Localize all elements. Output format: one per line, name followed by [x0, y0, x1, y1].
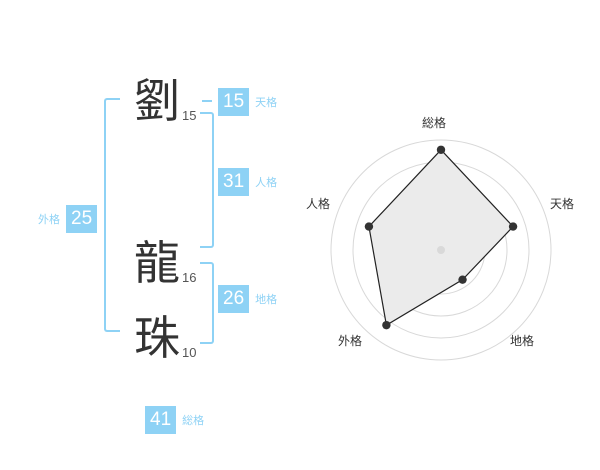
- radar-svg: [330, 139, 552, 361]
- badge-gaikaku-caption: 外格: [38, 213, 60, 226]
- radar-axis-label-chikaku: 地格: [510, 334, 535, 348]
- radar-point-2: [458, 275, 467, 284]
- badge-tenkaku-value: 15: [218, 88, 250, 116]
- name-character-3: 珠: [134, 311, 180, 365]
- badge-gaikaku-value: 25: [66, 205, 98, 233]
- stroke-count-3: 10: [182, 345, 197, 360]
- chikaku-bracket: [200, 262, 214, 344]
- radar-point-3: [382, 320, 391, 330]
- badge-jinkaku-caption: 人格: [255, 176, 278, 189]
- badge-tenkaku: 15 天格: [218, 88, 277, 116]
- stroke-count-1: 15: [182, 108, 197, 123]
- radar-area: [368, 149, 514, 326]
- radar-center-dot: [437, 246, 445, 254]
- radar-point-4: [364, 222, 374, 231]
- badge-soukaku-value: 41: [145, 406, 177, 434]
- badge-jinkaku-value: 31: [218, 168, 250, 196]
- tenkaku-tick: [202, 100, 212, 102]
- radar-outline: [368, 149, 514, 327]
- gaikaku-bracket: [104, 98, 120, 332]
- radar-axis-label-jinkaku: 人格: [306, 197, 331, 211]
- jinkaku-bracket: [200, 112, 214, 248]
- badge-chikaku-caption: 地格: [255, 293, 278, 306]
- radar-axis-label-gaikaku: 外格: [338, 334, 363, 348]
- badge-gaikaku: 外格 25: [38, 205, 98, 233]
- name-character-2: 龍: [134, 236, 180, 290]
- name-character-1: 劉: [134, 74, 180, 128]
- badge-jinkaku: 31 人格: [218, 168, 277, 196]
- radar-points: [364, 145, 518, 330]
- radar-point-0: [436, 145, 446, 154]
- radar-point-1: [508, 222, 518, 231]
- badge-soukaku: 41 総格: [145, 406, 204, 434]
- kakusu-radar-chart: 総格 天格 地格 外格 人格: [300, 110, 590, 370]
- stroke-count-2: 16: [182, 270, 197, 285]
- radar-axis-label-soukaku: 総格: [422, 116, 447, 130]
- badge-tenkaku-caption: 天格: [255, 96, 278, 109]
- badge-chikaku-value: 26: [218, 285, 250, 313]
- badge-chikaku: 26 地格: [218, 285, 277, 313]
- badge-soukaku-caption: 総格: [182, 414, 205, 427]
- radar-axis-label-tenkaku: 天格: [550, 197, 575, 211]
